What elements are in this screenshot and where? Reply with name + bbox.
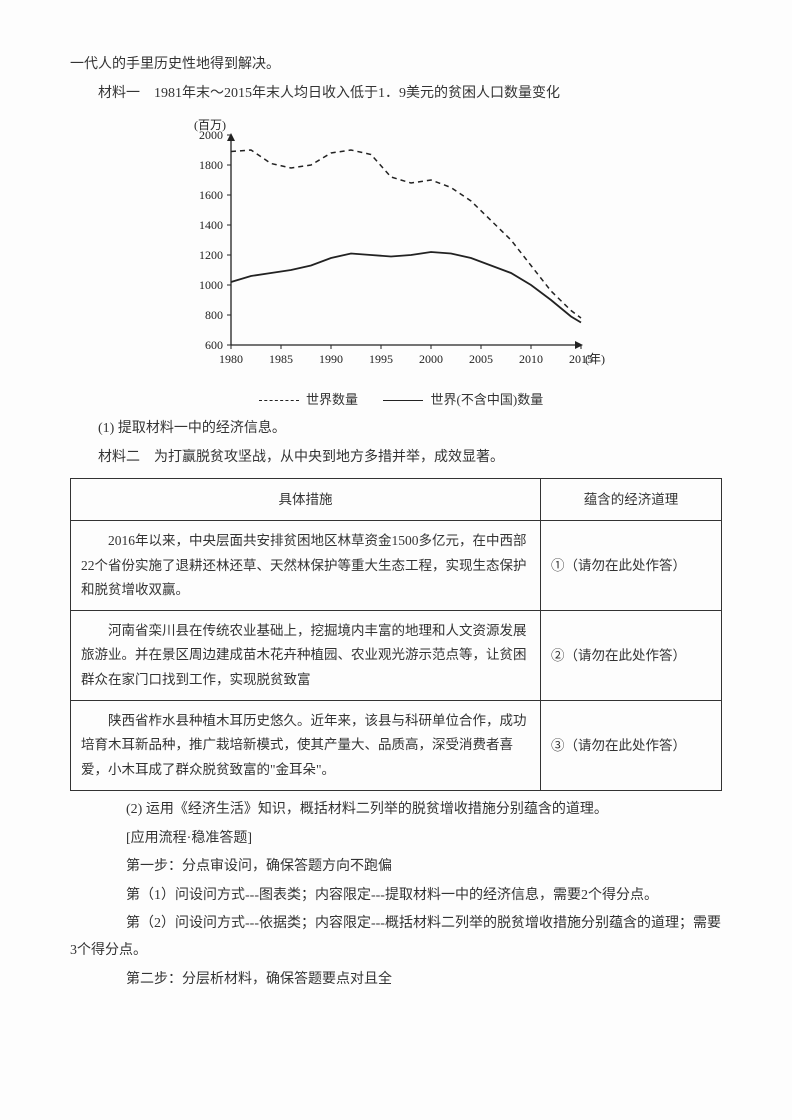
svg-text:1200: 1200 [199, 248, 223, 262]
row3-left: 陕西省柞水县种植木耳历史悠久。近年来，该县与科研单位合作，成功培育木耳新品种，推… [81, 709, 530, 782]
flow-title: [应用流程·稳准答题] [70, 826, 722, 853]
step1-sub2: 第（2）问设问方式---依据类；内容限定---概括材料二列举的脱贫增收措施分别蕴… [70, 911, 722, 964]
svg-text:1600: 1600 [199, 188, 223, 202]
table-row: 河南省栾川县在传统农业基础上，挖掘境内丰富的地理和人文资源发展旅游业。并在景区周… [71, 611, 722, 701]
svg-text:1990: 1990 [319, 352, 343, 366]
svg-text:2000: 2000 [199, 128, 223, 142]
svg-text:1995: 1995 [369, 352, 393, 366]
chart-legend: 世界数量 世界(不含中国)数量 [181, 388, 611, 413]
svg-text:800: 800 [205, 308, 223, 322]
header-left: 具体措施 [71, 478, 541, 521]
svg-text:600: 600 [205, 338, 223, 352]
step2: 第二步：分层析材料，确保答题要点对且全 [70, 967, 722, 994]
question-2: (2) 运用《经济生活》知识，概括材料二列举的脱贫增收措施分别蕴含的道理。 [70, 797, 722, 824]
table-row: 2016年以来，中央层面共安排贫困地区林草资金1500多亿元，在中西部22个省份… [71, 521, 722, 611]
svg-text:1980: 1980 [219, 352, 243, 366]
svg-text:2005: 2005 [469, 352, 493, 366]
step1-sub1: 第（1）问设问方式---图表类；内容限定---提取材料一中的经济信息，需要2个得… [70, 883, 722, 910]
svg-text:(年): (年) [585, 352, 605, 366]
svg-text:1800: 1800 [199, 158, 223, 172]
row3-right: ③（请勿在此处作答） [541, 701, 722, 791]
material1-title: 材料一 1981年末～2015年末人均日收入低于1．9美元的贫困人口数量变化 [70, 81, 722, 108]
intro-line: 一代人的手里历史性地得到解决。 [70, 52, 722, 79]
svg-text:1000: 1000 [199, 278, 223, 292]
poverty-chart: (百万)600800100012001400160018002000198019… [181, 115, 611, 412]
legend-dash-icon [259, 400, 299, 401]
table-header-row: 具体措施 蕴含的经济道理 [71, 478, 722, 521]
legend-solid-icon [383, 400, 423, 401]
svg-text:2000: 2000 [419, 352, 443, 366]
chart-svg: (百万)600800100012001400160018002000198019… [181, 115, 611, 375]
row2-left: 河南省栾川县在传统农业基础上，挖掘境内丰富的地理和人文资源发展旅游业。并在景区周… [81, 619, 530, 692]
header-right: 蕴含的经济道理 [541, 478, 722, 521]
svg-text:1985: 1985 [269, 352, 293, 366]
table-row: 陕西省柞水县种植木耳历史悠久。近年来，该县与科研单位合作，成功培育木耳新品种，推… [71, 701, 722, 791]
measures-table: 具体措施 蕴含的经济道理 2016年以来，中央层面共安排贫困地区林草资金1500… [70, 478, 722, 791]
row1-right: ①（请勿在此处作答） [541, 521, 722, 611]
legend-series2: 世界(不含中国)数量 [431, 392, 544, 407]
question-1: (1) 提取材料一中的经济信息。 [70, 416, 722, 443]
material2-title: 材料二 为打赢脱贫攻坚战，从中央到地方多措并举，成效显著。 [70, 445, 722, 472]
row1-left: 2016年以来，中央层面共安排贫困地区林草资金1500多亿元，在中西部22个省份… [81, 529, 530, 602]
legend-series1: 世界数量 [306, 392, 358, 407]
step1: 第一步：分点审设问，确保答题方向不跑偏 [70, 854, 722, 881]
row2-right: ②（请勿在此处作答） [541, 611, 722, 701]
svg-text:1400: 1400 [199, 218, 223, 232]
svg-text:2010: 2010 [519, 352, 543, 366]
